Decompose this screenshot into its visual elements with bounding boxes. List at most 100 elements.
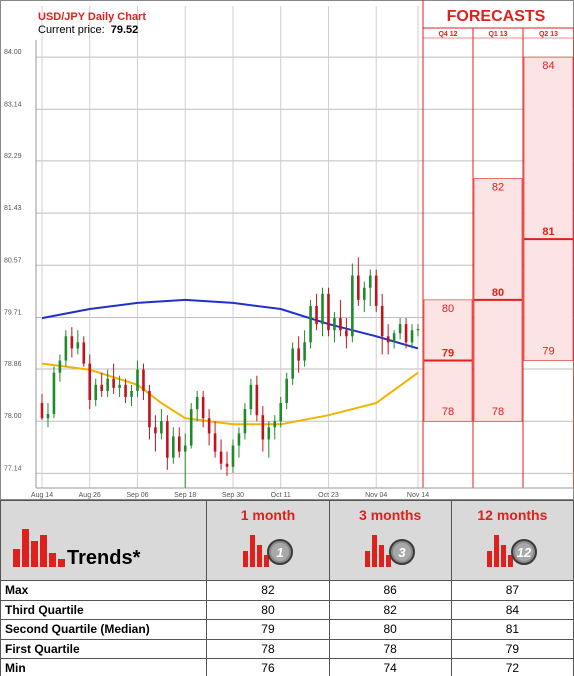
- trends-row: Max 82 86 87: [0, 580, 574, 601]
- candle: [345, 318, 348, 349]
- candle-body: [46, 413, 50, 419]
- candle-body: [106, 378, 109, 391]
- horizon-bar-icon: 3: [334, 529, 447, 567]
- moving-average-long-line: [41, 298, 419, 350]
- candle-body: [351, 275, 354, 337]
- x-tick-label: Oct 11: [271, 492, 291, 499]
- candle: [118, 375, 121, 397]
- candle: [273, 415, 277, 440]
- candle: [255, 375, 259, 422]
- trends-bar-icon: [13, 529, 65, 567]
- forecast-min-label: 78: [492, 406, 504, 418]
- candle-body: [136, 369, 139, 391]
- candle-body: [130, 390, 133, 397]
- candle-body: [321, 293, 324, 325]
- candle: [368, 269, 372, 306]
- candle-body: [124, 384, 127, 397]
- candle-body: [231, 445, 235, 467]
- candle: [219, 439, 223, 470]
- forecast-quarter-label: Q1 13: [488, 31, 507, 38]
- trends-row-label: Min: [0, 658, 208, 676]
- y-tick-label: 80.57: [4, 257, 22, 264]
- forecast-panel: Q4 12 80 79 78 Q1 13 82 80 78 Q2 13 84 81 79: [422, 0, 574, 488]
- y-tick-label: 78.86: [4, 361, 22, 368]
- candle-body: [368, 275, 372, 288]
- candle: [380, 293, 384, 355]
- candle-body: [195, 396, 199, 410]
- candle: [291, 342, 294, 385]
- candle: [64, 330, 68, 367]
- trends-value: 86: [328, 580, 452, 601]
- candle: [166, 415, 169, 470]
- current-price-label: Current price:: [38, 24, 105, 36]
- candle-body: [183, 445, 187, 452]
- candle: [351, 263, 354, 343]
- trends-value: 87: [450, 580, 574, 601]
- trends-value: 82: [328, 599, 452, 620]
- candle-body: [112, 378, 115, 388]
- candle: [309, 299, 312, 349]
- candle: [154, 415, 157, 452]
- candle: [160, 409, 163, 440]
- candle-body: [219, 451, 223, 464]
- trends-value: 74: [328, 658, 452, 676]
- candle-body: [285, 378, 288, 404]
- candle-body: [88, 363, 92, 400]
- moving-average-short-line: [41, 362, 419, 426]
- candle-body: [291, 348, 294, 379]
- candle: [279, 396, 283, 428]
- x-tick-label: Sep 30: [222, 492, 244, 499]
- candle: [237, 427, 241, 458]
- candle: [261, 406, 265, 452]
- x-tick-label: Oct 23: [318, 492, 339, 499]
- moving-averages: [41, 298, 419, 426]
- candle-body: [118, 384, 121, 388]
- candle: [70, 327, 74, 358]
- y-tick-label: 83.14: [4, 101, 22, 108]
- candle: [416, 324, 420, 337]
- candle: [374, 269, 378, 312]
- candle-body: [255, 384, 259, 416]
- candle-body: [237, 433, 241, 446]
- trends-table: Trends* 1 month 1 3 months 3 12 months 12 Max…: [0, 500, 574, 676]
- candle: [303, 330, 306, 367]
- candle: [249, 378, 253, 416]
- candle: [183, 433, 187, 488]
- forecast-max-label: 84: [542, 60, 554, 72]
- x-tick-label: Aug 26: [79, 492, 101, 499]
- candle: [40, 393, 44, 421]
- trends-row: First Quartile 78 78 79: [0, 638, 574, 659]
- trends-header-cell: Trends*: [0, 500, 208, 581]
- horizon-header: 12 months 12: [450, 500, 574, 581]
- horizon-label: 12 months: [477, 507, 548, 523]
- candle: [333, 312, 336, 343]
- y-tick-label: 84.00: [4, 49, 22, 56]
- trends-row: Min 76 74 72: [0, 658, 574, 676]
- candle: [124, 378, 127, 404]
- candle-body: [303, 342, 306, 361]
- candle-body: [404, 324, 408, 343]
- candle: [88, 354, 92, 410]
- candle-body: [76, 342, 80, 349]
- candle-body: [70, 336, 74, 349]
- candle: [297, 336, 300, 373]
- candle: [213, 421, 217, 458]
- candle-body: [386, 336, 390, 343]
- candle-body: [243, 409, 247, 434]
- candle-body: [154, 427, 157, 434]
- horizon-header: 3 months 3: [328, 500, 452, 581]
- forecasts-title: FORECASTS: [447, 8, 546, 25]
- candle: [94, 378, 98, 407]
- x-tick-label: Sep 18: [174, 492, 196, 499]
- trends-value: 82: [206, 580, 330, 601]
- candle-body: [315, 305, 318, 325]
- forecast-max-label: 80: [442, 303, 454, 315]
- candle-body: [392, 333, 396, 343]
- candle-body: [297, 348, 300, 361]
- candle-body: [380, 305, 384, 337]
- trends-header-row: Trends* 1 month 1 3 months 3 12 months 12: [0, 500, 574, 581]
- current-price-value: 79.52: [111, 24, 139, 36]
- horizon-badge-number: 12: [517, 545, 532, 560]
